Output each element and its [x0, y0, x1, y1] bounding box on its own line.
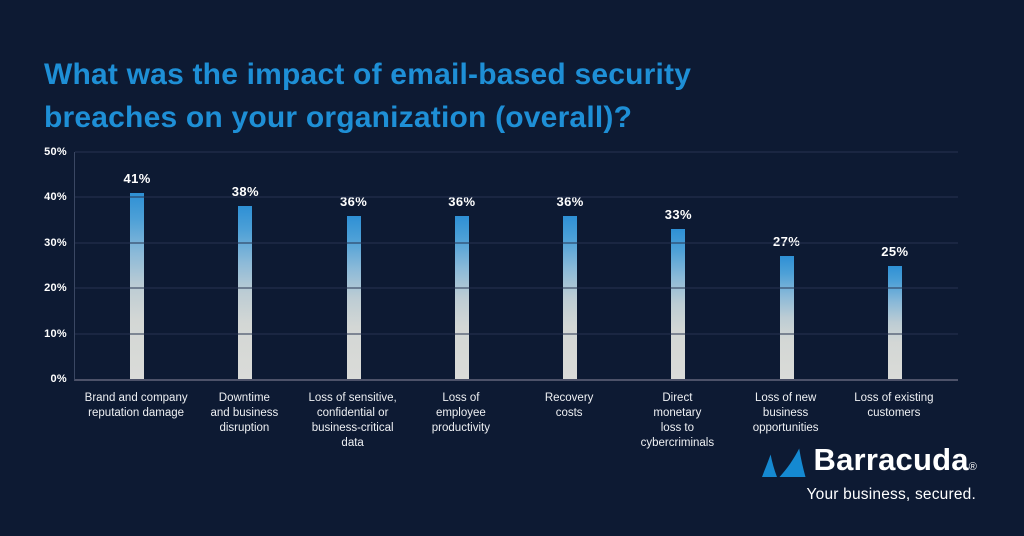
bar-column: 41%: [83, 152, 191, 379]
chart-title: What was the impact of email-based secur…: [44, 58, 692, 135]
barracuda-logo: Barracuda® Your business, secured.: [761, 444, 977, 504]
bar-column: 36%: [408, 152, 516, 379]
bar-value-label: 36%: [448, 193, 476, 209]
x-axis-labels: Brand and company reputation damage Downt…: [82, 391, 948, 451]
bar: [238, 206, 253, 379]
bar-value-label: 38%: [231, 184, 259, 200]
x-axis-label: Loss of employee productivity: [431, 392, 490, 434]
bar-column: 36%: [300, 152, 408, 379]
gridline: [75, 242, 958, 244]
bar-value-label: 41%: [123, 170, 151, 186]
x-axis-label: Loss of new business opportunities: [752, 392, 819, 434]
y-tick-label: 50%: [44, 146, 67, 158]
bar: [346, 215, 361, 379]
brand-name: Barracuda®: [813, 442, 977, 477]
bar: [563, 215, 578, 379]
x-axis-label: Recovery costs: [544, 392, 594, 419]
gridline: [75, 333, 958, 335]
registered-mark: ®: [968, 461, 977, 473]
bar-column: 38%: [191, 152, 299, 379]
brand-tagline: Your business, secured.: [806, 486, 976, 503]
x-axis-label: Direct monetary loss to cybercriminals: [640, 392, 715, 449]
logo-row: Barracuda®: [761, 444, 977, 483]
bar-value-label: 25%: [881, 243, 909, 259]
y-tick-label: 30%: [44, 236, 67, 249]
gridline: [75, 196, 958, 198]
y-tick-label: 20%: [44, 282, 67, 295]
y-tick-label: 40%: [44, 191, 67, 204]
bar: [671, 229, 686, 379]
bar: [130, 192, 145, 379]
bar: [887, 265, 902, 379]
bar: [454, 215, 469, 379]
bar-column: 36%: [516, 152, 624, 379]
x-axis-label: Brand and company reputation damage: [84, 392, 188, 419]
bars-container: 41% 38% 36% 36% 36% 33% 27% 25%: [83, 152, 949, 379]
barracuda-fins-icon: [761, 448, 806, 477]
y-tick-label: 10%: [44, 327, 67, 340]
bar-column: 25%: [841, 152, 949, 379]
x-axis-label: Loss of sensitive, confidential or busin…: [308, 392, 397, 449]
bar-value-label: 33%: [664, 207, 692, 223]
bar-value-label: 36%: [556, 193, 584, 209]
plot-area: 41% 38% 36% 36% 36% 33% 27% 25% 0% 10% 20% 30% 40% 5…: [44, 146, 958, 385]
gridline: [75, 287, 958, 289]
bar-value-label: 27%: [773, 234, 801, 250]
gridline: [75, 151, 958, 153]
bar-column: 33%: [624, 152, 732, 379]
bar-column: 27%: [733, 152, 841, 379]
bar: [779, 256, 794, 379]
x-axis-label: Downtime and business disruption: [210, 392, 279, 434]
x-axis-label: Loss of existing customers: [854, 392, 934, 419]
y-tick-label: 0%: [50, 373, 67, 385]
bar-value-label: 36%: [340, 193, 368, 209]
